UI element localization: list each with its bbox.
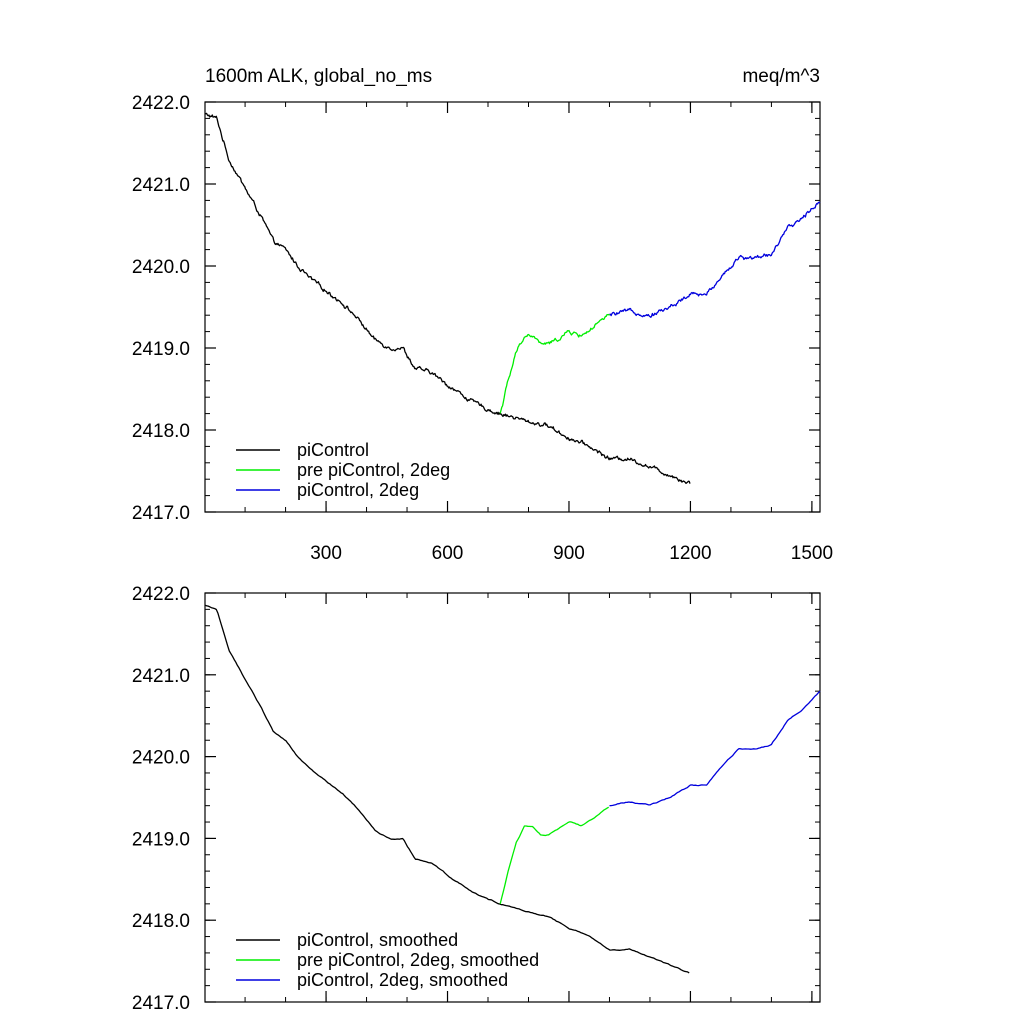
x-tick-label: 900 (553, 543, 585, 564)
legend-label: piControl, 2deg (297, 480, 419, 500)
y-tick-label: 2419.0 (132, 339, 190, 360)
plot-frame (204, 101, 821, 513)
x-tick-label: 1200 (669, 543, 711, 564)
y-tick-label: 2422.0 (132, 584, 190, 605)
units-label: meq/m^3 (742, 66, 820, 87)
chart-title: 1600m ALK, global_no_ms (205, 66, 432, 87)
series-line-2 (499, 806, 610, 905)
series-line-3 (609, 690, 821, 807)
y-tick-label: 2421.0 (132, 175, 190, 196)
y-tick-label: 2418.0 (132, 421, 190, 442)
y-tick-label: 2417.0 (132, 993, 190, 1014)
legend-label: pre piControl, 2deg, smoothed (297, 950, 539, 970)
y-tick-label: 2418.0 (132, 911, 190, 932)
x-tick-label: 600 (432, 543, 464, 564)
series-line-3 (609, 201, 821, 318)
y-tick-label: 2420.0 (132, 748, 190, 769)
legend-label: piControl (297, 440, 369, 460)
legend-label: piControl, 2deg, smoothed (297, 970, 508, 990)
legend-label: piControl, smoothed (297, 930, 458, 950)
top-panel: 2417.0 2418.0 2419.0 2420.0 2421.0 2422.0 300 6… (132, 66, 833, 564)
y-tick-label: 2420.0 (132, 257, 190, 278)
legend-label: pre piControl, 2deg (297, 460, 450, 480)
bottom-panel: 2417.0 2418.0 2419.0 2420.0 2421.0 2422.0 piCo… (132, 584, 821, 1014)
x-tick-label: 1500 (791, 543, 833, 564)
x-tick-label: 300 (310, 543, 342, 564)
y-tick-label: 2421.0 (132, 666, 190, 687)
y-tick-label: 2422.0 (132, 93, 190, 114)
plot-frame (204, 592, 821, 1003)
y-tick-label: 2417.0 (132, 503, 190, 524)
series-line-2 (499, 313, 610, 414)
series-line-1 (204, 604, 690, 974)
series-line-1 (204, 112, 691, 485)
y-tick-label: 2419.0 (132, 829, 190, 850)
